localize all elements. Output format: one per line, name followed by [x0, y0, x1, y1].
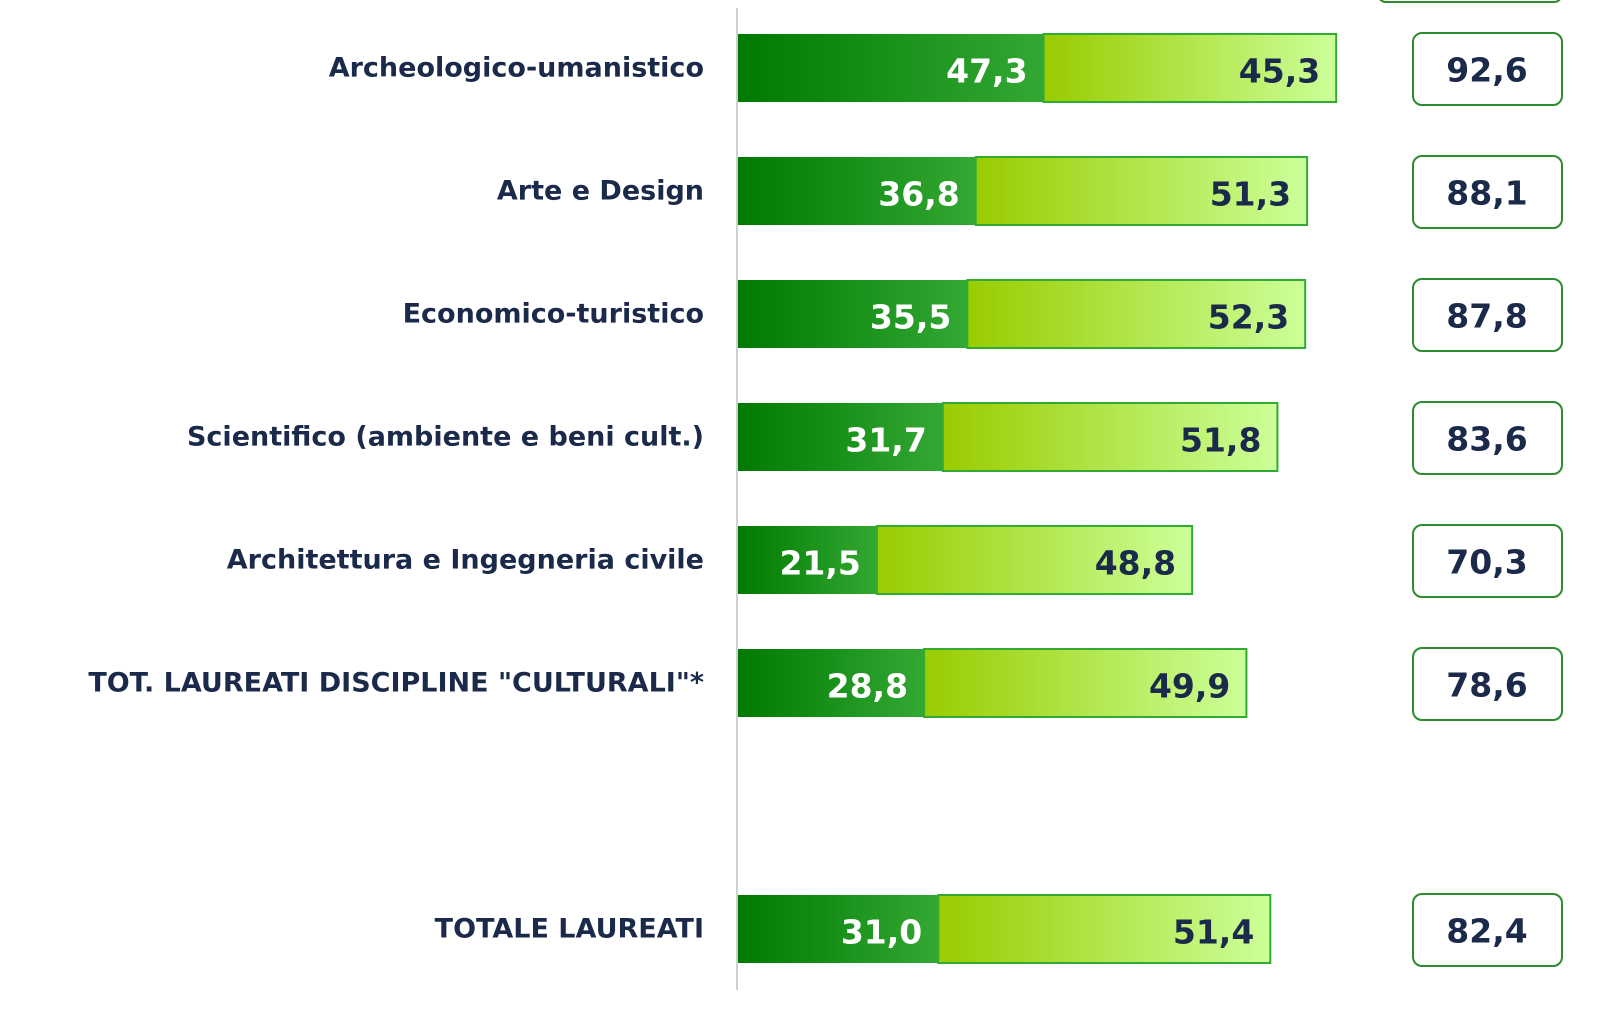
value-label: 36,8	[878, 175, 959, 214]
total-box	[1412, 278, 1563, 352]
bar-segment	[738, 280, 968, 348]
category-label: Scientifico (ambiente e beni cult.)	[187, 422, 704, 453]
value-label: 51,4	[1173, 913, 1254, 952]
bar-segment	[937, 894, 1272, 964]
category-label: TOTALE LAUREATI	[435, 914, 704, 945]
bar-segment	[923, 648, 1248, 718]
total-box	[1412, 32, 1563, 106]
value-label: 31,7	[845, 421, 926, 460]
total-label: 92,6	[1446, 51, 1527, 90]
total-box	[1412, 524, 1563, 598]
bar-segment	[738, 895, 939, 963]
total-label: 87,8	[1446, 297, 1527, 336]
value-label: 48,8	[1095, 544, 1176, 583]
category-label: Architettura e Ingegneria civile	[227, 545, 704, 576]
value-label: 28,8	[827, 667, 908, 706]
value-label: 51,8	[1180, 421, 1261, 460]
total-box	[1412, 647, 1563, 721]
value-label: 52,3	[1208, 298, 1289, 337]
value-label: 47,3	[946, 52, 1027, 91]
total-box	[1412, 155, 1563, 229]
total-label: 78,6	[1446, 666, 1527, 705]
total-box	[1412, 401, 1563, 475]
total-label: 70,3	[1446, 543, 1527, 582]
category-label: Archeologico-umanistico	[329, 53, 704, 84]
value-label: 21,5	[779, 544, 860, 583]
partial-box	[1379, 0, 1561, 3]
bar-segment	[738, 34, 1044, 102]
total-label: 83,6	[1446, 420, 1527, 459]
total-box	[1412, 893, 1563, 967]
value-label: 45,3	[1239, 52, 1320, 91]
bar-segment	[966, 279, 1307, 349]
bar-segment	[974, 156, 1309, 226]
category-label: TOT. LAUREATI DISCIPLINE "CULTURALI"*	[88, 668, 704, 699]
category-label: Arte e Design	[497, 176, 704, 207]
bar-segment	[738, 649, 925, 717]
bar-segment	[738, 157, 976, 225]
total-label: 88,1	[1446, 174, 1527, 213]
bar-segment	[738, 403, 943, 471]
value-label: 49,9	[1149, 667, 1230, 706]
value-label: 31,0	[841, 913, 922, 952]
value-label: 51,3	[1210, 175, 1291, 214]
bar-segment	[875, 525, 1194, 595]
category-label: Economico-turistico	[403, 299, 704, 330]
bar-segment	[1042, 33, 1338, 103]
bar-segment	[738, 526, 877, 594]
value-label: 35,5	[870, 298, 951, 337]
bar-segment	[941, 402, 1279, 472]
total-label: 82,4	[1446, 912, 1527, 951]
